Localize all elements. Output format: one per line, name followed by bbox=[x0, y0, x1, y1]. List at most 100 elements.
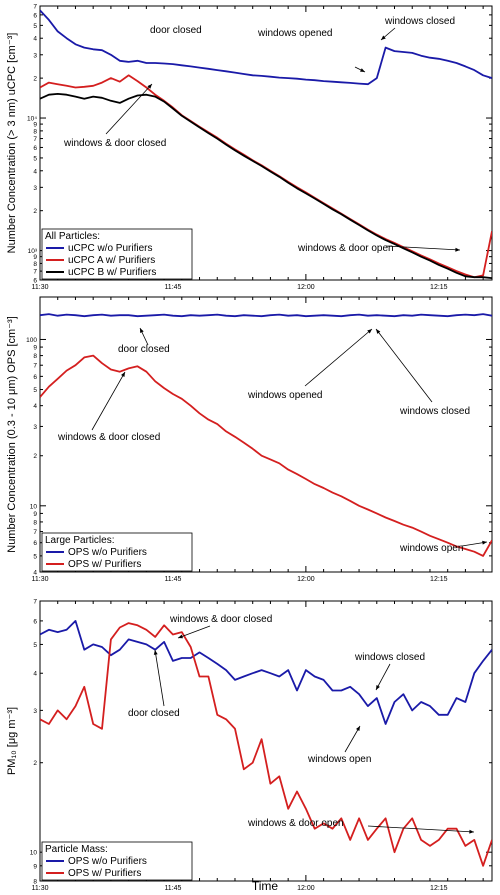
x-tick-label: 11:30 bbox=[32, 885, 49, 892]
y-tick-label: 2 bbox=[33, 760, 37, 767]
y-tick-label: 6 bbox=[33, 540, 37, 547]
x-tick-label: 12:15 bbox=[430, 885, 448, 892]
annotation: windows open bbox=[399, 543, 463, 554]
y-tick-label: 9 bbox=[33, 511, 37, 518]
annotation-arrowhead bbox=[376, 685, 380, 690]
y-tick-label: 9 bbox=[33, 254, 37, 261]
y-tick-label: 5 bbox=[33, 553, 37, 560]
annotation-arrowhead bbox=[482, 540, 487, 545]
y-tick-label: 7 bbox=[33, 269, 37, 276]
annotation: windows & door open bbox=[247, 818, 344, 829]
y-tick-label: 100 bbox=[26, 337, 37, 344]
chart-panel-3: 7 6 5 4 3 2 10 9 811:30 11:45 12:00 12:15 PM₁₀ [μg m… bbox=[6, 599, 493, 892]
y-tick-label: 3 bbox=[33, 185, 37, 192]
annotation-arrowhead bbox=[469, 829, 474, 834]
annotation-arrow bbox=[375, 328, 433, 403]
series-line-2 bbox=[40, 354, 492, 557]
y-tick-label: 9 bbox=[33, 122, 37, 129]
x-tick-label: 12:00 bbox=[297, 885, 315, 892]
y-tick-label: 7 bbox=[33, 4, 37, 11]
annotation-arrow bbox=[105, 83, 153, 135]
y-axis-label: Number Concentration (0.3 - 10 μm) OPS [… bbox=[6, 316, 18, 553]
y-tick-label: 7 bbox=[33, 136, 37, 143]
legend-box bbox=[41, 841, 193, 881]
y-tick-label: 8 bbox=[33, 879, 37, 886]
y-tick-label: 2 bbox=[33, 76, 37, 83]
annotation: windows opened bbox=[247, 390, 323, 401]
y-tick-label: 4 bbox=[33, 403, 37, 410]
legend-entry: uCPC A w/ Purifiers bbox=[68, 255, 155, 266]
annotation-arrowhead bbox=[367, 329, 372, 334]
annotation-arrowhead bbox=[455, 247, 460, 252]
x-tick-label: 11:45 bbox=[164, 576, 181, 583]
annotation: windows & door closed bbox=[169, 614, 272, 625]
y-tick-label: 10³ bbox=[28, 248, 38, 255]
y-tick-label: 7 bbox=[33, 599, 37, 606]
annotation: door closed bbox=[128, 708, 180, 719]
annotation: windows closed bbox=[384, 16, 455, 27]
x-tick-label: 12:15 bbox=[430, 284, 448, 291]
annotation-arrow bbox=[154, 649, 165, 707]
y-tick-label: 3 bbox=[33, 424, 37, 431]
series-line-3 bbox=[40, 93, 492, 279]
y-tick-label: 5 bbox=[33, 23, 37, 30]
y-tick-label: 8 bbox=[33, 353, 37, 360]
y-tick-label: 6 bbox=[33, 145, 37, 152]
y-tick-label: 9 bbox=[33, 345, 37, 352]
x-tick-label: 12:00 bbox=[297, 284, 315, 291]
y-tick-label: 6 bbox=[33, 374, 37, 381]
legend-title: Particle Mass: bbox=[45, 844, 108, 855]
annotation-arrow bbox=[375, 663, 391, 691]
annotation-arrow bbox=[177, 625, 211, 639]
series-line-1 bbox=[40, 313, 492, 318]
series-line-1 bbox=[40, 620, 492, 725]
legend-entry: uCPC w/o Purifiers bbox=[68, 243, 152, 254]
y-tick-label: 10⁴ bbox=[27, 116, 37, 123]
y-tick-label: 8 bbox=[33, 519, 37, 526]
annotation: door closed bbox=[150, 25, 202, 36]
annotation-arrow bbox=[367, 825, 475, 833]
y-tick-label: 6 bbox=[33, 12, 37, 19]
annotation: windows opened bbox=[257, 28, 333, 39]
y-tick-label: 5 bbox=[33, 642, 37, 649]
legend-entry: OPS w/o Purifiers bbox=[68, 856, 147, 867]
annotation-arrow bbox=[304, 328, 373, 387]
y-tick-label: 6 bbox=[33, 618, 37, 625]
annotation-arrowhead bbox=[376, 329, 381, 334]
annotation: door closed bbox=[118, 344, 170, 355]
annotation-arrowhead bbox=[147, 84, 152, 89]
y-tick-label: 5 bbox=[33, 155, 37, 162]
annotation-arrowhead bbox=[121, 372, 125, 377]
y-tick-label: 4 bbox=[33, 570, 37, 577]
x-axis-label: Time bbox=[252, 879, 279, 893]
legend-box bbox=[41, 228, 193, 280]
legend-title: All Particles: bbox=[45, 231, 100, 242]
y-tick-label: 10 bbox=[30, 850, 38, 857]
y-tick-label: 7 bbox=[33, 529, 37, 536]
series-line-1 bbox=[40, 9, 492, 86]
y-tick-label: 2 bbox=[33, 453, 37, 460]
y-tick-label: 3 bbox=[33, 708, 37, 715]
plot-frame bbox=[39, 5, 493, 281]
legend-entry: uCPC B w/ Purifiers bbox=[68, 267, 156, 278]
y-tick-label: 9 bbox=[33, 863, 37, 870]
y-tick-label: 8 bbox=[33, 261, 37, 268]
annotation-arrowhead bbox=[178, 634, 183, 639]
annotation: windows & door open bbox=[297, 243, 394, 254]
annotation-arrow bbox=[91, 371, 126, 431]
annotation: windows closed bbox=[354, 652, 425, 663]
y-axis-label: PM₁₀ [μg m⁻³] bbox=[6, 707, 18, 775]
annotation: windows closed bbox=[399, 406, 470, 417]
legend-title: Large Particles: bbox=[45, 535, 114, 546]
x-tick-label: 11:30 bbox=[32, 284, 49, 291]
x-tick-label: 11:45 bbox=[164, 284, 181, 291]
y-tick-label: 6 bbox=[33, 278, 37, 285]
annotation-arrowhead bbox=[360, 68, 365, 72]
y-tick-label: 4 bbox=[33, 36, 37, 43]
legend-entry: OPS w/o Purifiers bbox=[68, 547, 147, 558]
